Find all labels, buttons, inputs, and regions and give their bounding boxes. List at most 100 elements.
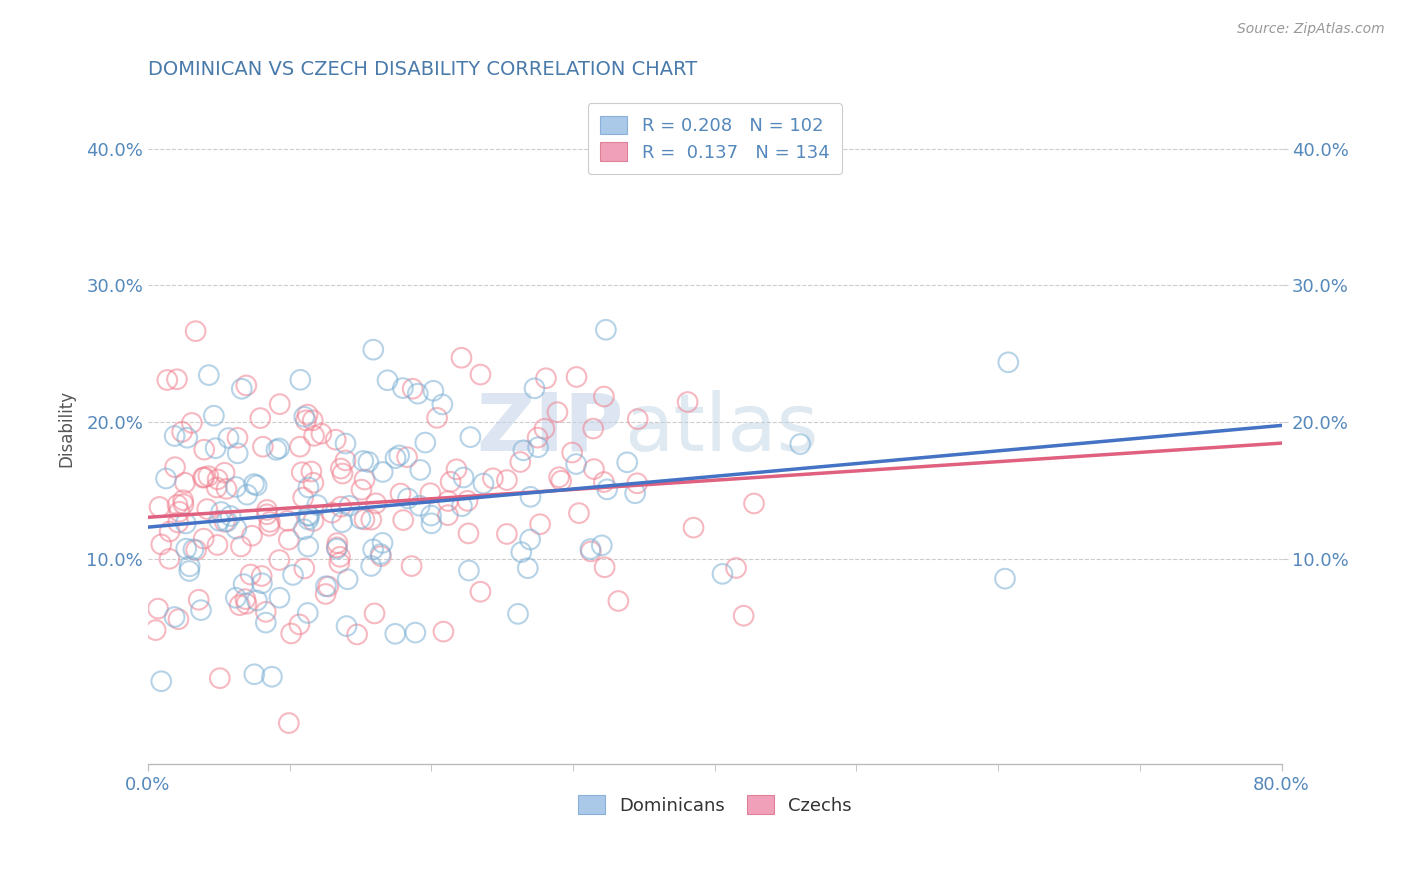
Point <box>516 561 538 575</box>
Point <box>169 505 191 519</box>
Point <box>174 475 197 490</box>
Point <box>163 610 186 624</box>
Point <box>330 500 353 514</box>
Point <box>451 499 474 513</box>
Point <box>198 368 221 383</box>
Point <box>329 461 352 475</box>
Point <box>207 472 229 486</box>
Point <box>148 500 170 514</box>
Point <box>281 568 304 582</box>
Point <box>409 499 432 513</box>
Point <box>579 542 602 557</box>
Point <box>204 441 226 455</box>
Point <box>325 433 347 447</box>
Point <box>292 491 315 505</box>
Point <box>404 625 426 640</box>
Point <box>527 440 550 454</box>
Point <box>361 542 384 557</box>
Point <box>453 470 475 484</box>
Point <box>512 443 534 458</box>
Point <box>457 493 479 508</box>
Point <box>596 483 619 497</box>
Point <box>470 584 492 599</box>
Point <box>311 426 333 441</box>
Point <box>316 579 339 593</box>
Point <box>377 373 399 387</box>
Point <box>254 615 277 630</box>
Point <box>174 516 197 531</box>
Point <box>235 597 257 611</box>
Point <box>246 593 269 607</box>
Point <box>297 408 319 422</box>
Point <box>523 381 546 395</box>
Point <box>225 480 247 494</box>
Point <box>353 512 375 526</box>
Point <box>339 499 361 513</box>
Point <box>259 515 281 529</box>
Point <box>392 381 415 395</box>
Point <box>269 442 291 456</box>
Y-axis label: Disability: Disability <box>58 391 75 467</box>
Point <box>260 670 283 684</box>
Point <box>174 541 197 556</box>
Point <box>526 431 548 445</box>
Point <box>420 516 443 531</box>
Point <box>626 476 648 491</box>
Point <box>184 324 207 338</box>
Point <box>326 541 349 555</box>
Point <box>205 481 228 495</box>
Point <box>288 617 311 632</box>
Point <box>146 601 169 615</box>
Point <box>579 544 602 558</box>
Text: Source: ZipAtlas.com: Source: ZipAtlas.com <box>1237 22 1385 37</box>
Point <box>187 592 209 607</box>
Point <box>432 397 454 411</box>
Point <box>565 370 588 384</box>
Point <box>548 470 571 484</box>
Point <box>297 512 319 526</box>
Point <box>155 471 177 485</box>
Point <box>225 522 247 536</box>
Point <box>167 516 190 530</box>
Point <box>288 440 311 454</box>
Point <box>409 463 432 477</box>
Point <box>214 466 236 480</box>
Point <box>208 514 231 528</box>
Point <box>426 410 449 425</box>
Point <box>328 556 350 570</box>
Point <box>392 513 415 527</box>
Point <box>280 626 302 640</box>
Point <box>384 627 406 641</box>
Point <box>252 440 274 454</box>
Point <box>176 431 198 445</box>
Point <box>384 451 406 466</box>
Point <box>225 591 247 605</box>
Point <box>371 536 394 550</box>
Point <box>361 343 384 357</box>
Point <box>470 368 492 382</box>
Point <box>302 475 325 490</box>
Point <box>184 543 207 558</box>
Point <box>193 442 215 457</box>
Point <box>250 576 273 591</box>
Point <box>533 422 555 436</box>
Point <box>302 514 325 528</box>
Point <box>371 465 394 479</box>
Point <box>239 567 262 582</box>
Point <box>422 384 444 398</box>
Point <box>292 561 315 575</box>
Point <box>336 572 359 586</box>
Point <box>298 508 321 523</box>
Point <box>250 569 273 583</box>
Point <box>315 587 337 601</box>
Point <box>157 551 180 566</box>
Point <box>360 513 382 527</box>
Point <box>546 405 568 419</box>
Point <box>482 471 505 485</box>
Point <box>582 462 605 476</box>
Point <box>297 606 319 620</box>
Point <box>352 454 374 468</box>
Text: ZIP: ZIP <box>477 390 624 468</box>
Point <box>228 598 250 612</box>
Point <box>191 470 214 484</box>
